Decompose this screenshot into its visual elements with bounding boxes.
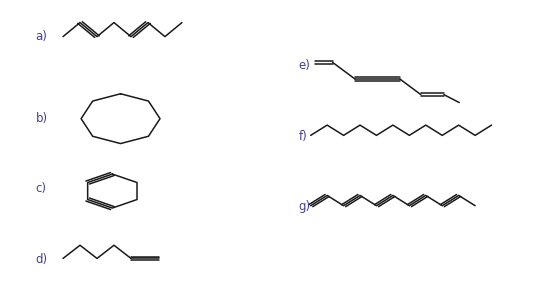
Text: d): d)	[36, 253, 48, 266]
Text: e): e)	[299, 59, 311, 72]
Text: b): b)	[36, 112, 48, 125]
Text: c): c)	[36, 183, 47, 195]
Text: a): a)	[36, 30, 48, 43]
Text: g): g)	[299, 200, 311, 213]
Text: f): f)	[299, 130, 307, 143]
